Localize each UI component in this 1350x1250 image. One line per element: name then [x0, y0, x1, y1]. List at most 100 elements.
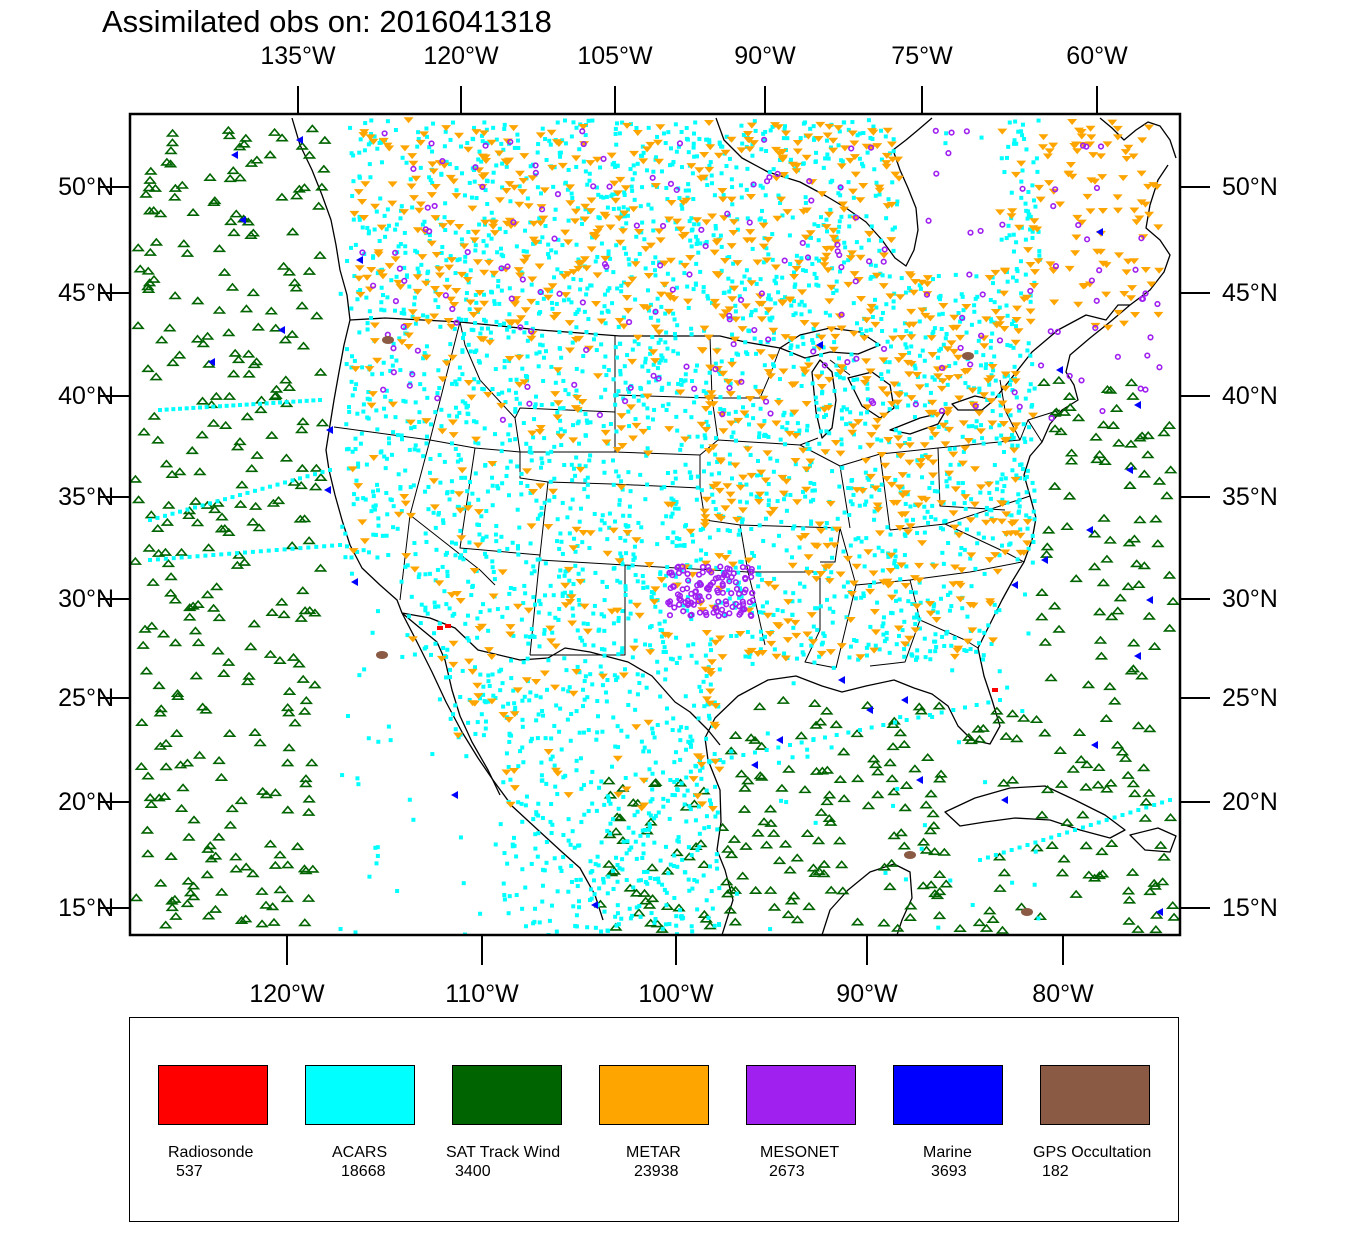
metar-marker — [780, 130, 791, 137]
acars-marker — [894, 642, 899, 647]
sat-wind-marker — [923, 826, 938, 835]
metar-marker — [802, 631, 813, 638]
acars-marker — [663, 650, 668, 655]
metar-marker — [489, 230, 500, 237]
acars-marker — [939, 326, 944, 331]
acars-marker — [420, 222, 425, 227]
acars-marker — [550, 630, 555, 635]
metar-marker — [1085, 208, 1096, 215]
acars-marker — [507, 591, 512, 596]
acars-marker — [455, 504, 460, 509]
metar-marker — [1010, 530, 1021, 537]
sat-wind-marker — [1079, 782, 1093, 791]
metar-marker — [484, 259, 495, 266]
sat-wind-marker — [1035, 587, 1049, 597]
acars-marker — [549, 300, 554, 305]
acars-marker — [544, 687, 549, 692]
metar-marker — [704, 166, 715, 173]
sat-wind-marker — [670, 848, 684, 857]
sat-wind-marker — [282, 686, 297, 695]
acars-marker — [521, 421, 526, 426]
acars-marker — [424, 344, 429, 349]
acars-marker — [525, 338, 530, 343]
acars-marker — [839, 437, 844, 442]
acars-marker — [193, 505, 197, 510]
acars-marker — [622, 364, 627, 369]
acars-marker — [532, 569, 537, 574]
acars-marker — [674, 923, 679, 928]
metar-marker — [614, 215, 625, 222]
acars-marker — [402, 230, 407, 235]
acars-marker — [513, 390, 518, 395]
acars-marker — [548, 583, 553, 588]
metar-marker — [585, 530, 596, 537]
acars-marker — [941, 527, 946, 532]
sat-wind-marker — [289, 283, 304, 292]
acars-marker — [652, 407, 657, 412]
acars-marker — [698, 241, 703, 246]
acars-marker — [613, 914, 618, 919]
acars-marker — [992, 300, 997, 305]
acars-marker — [499, 288, 504, 293]
acars-marker — [511, 835, 516, 840]
sat-wind-marker — [1029, 715, 1044, 724]
acars-marker — [479, 133, 484, 138]
acars-marker — [423, 531, 428, 536]
acars-marker — [693, 281, 698, 286]
acars-marker — [534, 693, 539, 698]
sat-wind-marker — [136, 640, 150, 649]
metar-marker — [1107, 119, 1118, 126]
acars-marker — [466, 579, 471, 584]
acars-marker — [476, 380, 481, 385]
acars-marker — [678, 757, 683, 762]
metar-marker — [948, 510, 959, 517]
sat-wind-marker — [767, 828, 781, 837]
metar-marker — [1048, 268, 1059, 275]
sat-wind-marker — [193, 467, 207, 476]
acars-marker — [388, 399, 393, 404]
acars-marker — [676, 835, 681, 840]
acars-marker — [606, 874, 611, 879]
metar-marker — [1082, 193, 1093, 200]
metar-marker — [714, 487, 725, 494]
acars-marker — [730, 279, 735, 284]
sat-wind-marker — [979, 923, 994, 932]
acars-marker — [952, 635, 957, 640]
metar-marker — [421, 280, 432, 287]
acars-marker — [634, 125, 639, 130]
metar-marker — [459, 243, 470, 250]
metar-marker — [1121, 156, 1132, 163]
acars-marker — [957, 462, 962, 467]
acars-marker — [596, 863, 601, 868]
acars-marker — [679, 781, 684, 786]
sat-wind-marker — [697, 860, 711, 869]
acars-marker — [540, 461, 545, 466]
acars-marker — [424, 126, 429, 131]
metar-marker — [729, 285, 740, 292]
acars-marker — [571, 466, 576, 471]
metar-marker — [388, 401, 399, 408]
acars-marker — [711, 233, 716, 238]
acars-marker — [460, 399, 465, 404]
sat-wind-marker — [744, 733, 758, 742]
acars-marker — [463, 475, 468, 480]
acars-marker — [566, 392, 571, 397]
acars-marker — [1002, 484, 1007, 489]
metar-marker — [631, 422, 642, 429]
acars-marker — [466, 720, 471, 725]
sat-wind-marker — [282, 743, 296, 752]
acars-marker — [1029, 437, 1034, 442]
sat-wind-marker — [1074, 755, 1088, 764]
sat-wind-marker — [893, 728, 908, 737]
acars-marker — [476, 497, 481, 502]
acars-marker — [620, 487, 625, 492]
acars-marker — [412, 302, 417, 307]
acars-marker — [198, 405, 202, 410]
acars-marker — [703, 653, 708, 658]
metar-marker — [1113, 252, 1124, 259]
acars-marker — [783, 590, 788, 595]
metar-marker — [782, 618, 793, 625]
acars-marker — [678, 543, 683, 548]
acars-marker — [380, 533, 385, 538]
acars-marker — [761, 260, 766, 265]
